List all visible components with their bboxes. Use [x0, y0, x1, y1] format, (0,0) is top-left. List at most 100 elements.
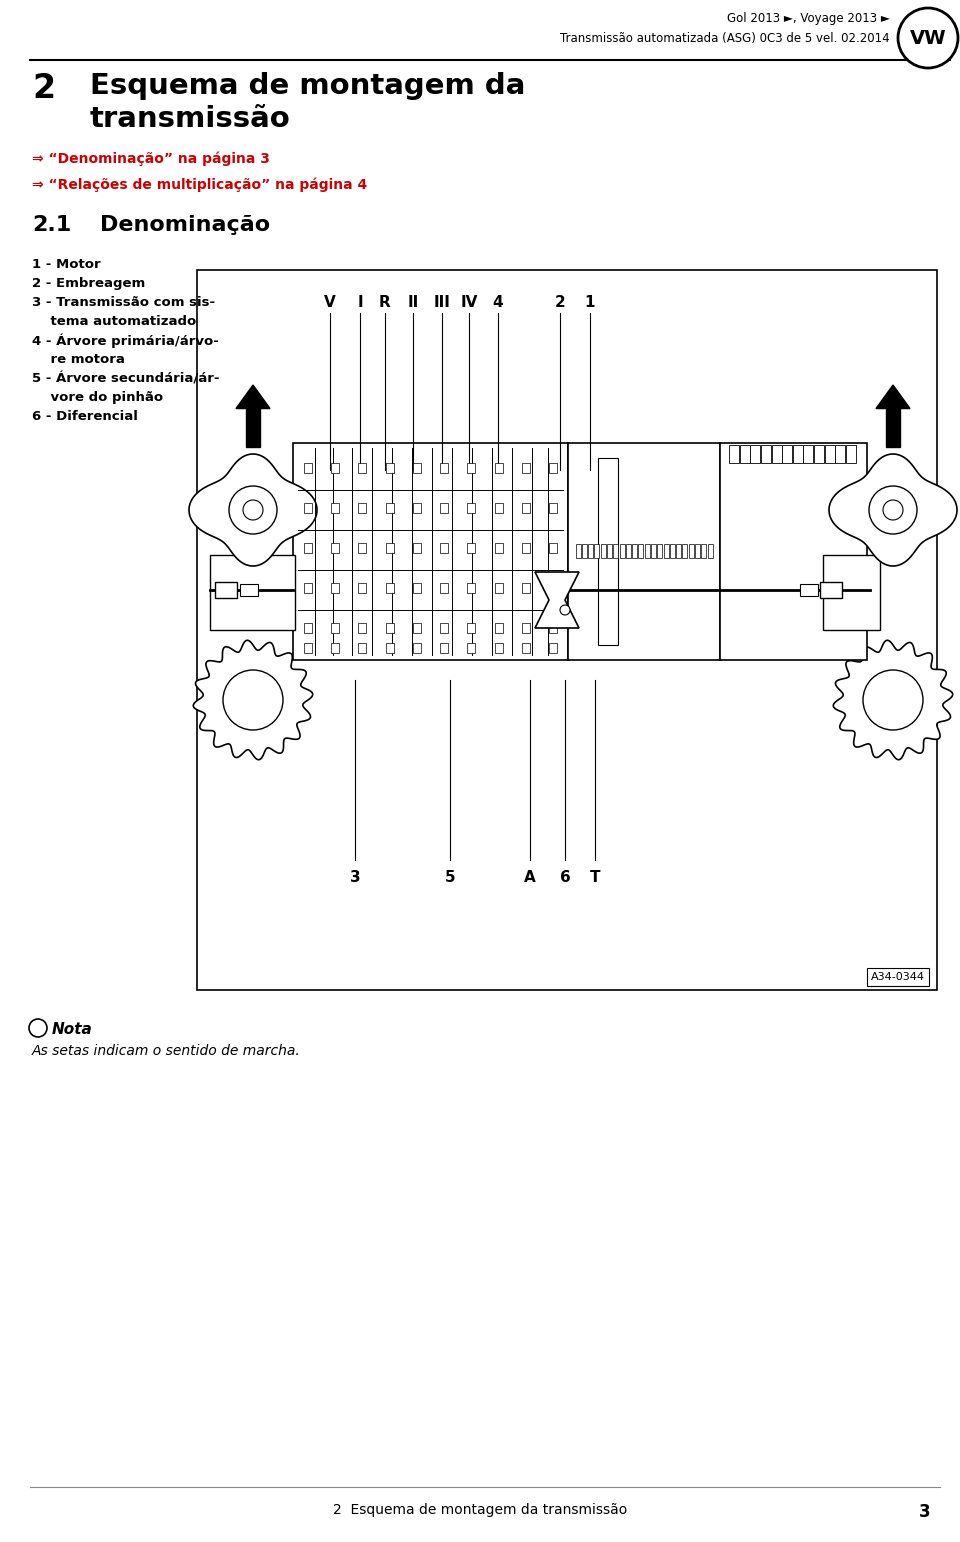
Bar: [386, 503, 394, 513]
Bar: [304, 503, 312, 513]
Bar: [304, 623, 312, 634]
Bar: [720, 443, 867, 660]
Text: 4 - Árvore primária/árvo-: 4 - Árvore primária/árvo-: [32, 335, 219, 348]
Polygon shape: [236, 386, 270, 409]
Bar: [494, 503, 502, 513]
Bar: [468, 463, 475, 473]
Bar: [386, 583, 394, 594]
Circle shape: [560, 604, 570, 615]
Bar: [440, 643, 448, 652]
Bar: [772, 446, 781, 463]
Bar: [358, 623, 367, 634]
Bar: [468, 503, 475, 513]
Bar: [304, 583, 312, 594]
Bar: [739, 446, 750, 463]
Bar: [651, 544, 656, 558]
Text: 2  Esquema de montagem da transmissão: 2 Esquema de montagem da transmissão: [333, 1503, 627, 1517]
Text: 2.1: 2.1: [32, 214, 71, 234]
Bar: [695, 544, 700, 558]
Bar: [522, 583, 530, 594]
Bar: [413, 463, 420, 473]
Text: IV: IV: [460, 295, 478, 310]
Text: ⇒ “Relações de multiplicação” na página 4: ⇒ “Relações de multiplicação” na página …: [32, 177, 368, 193]
Bar: [522, 623, 530, 634]
Text: T: T: [589, 870, 600, 885]
Polygon shape: [876, 386, 910, 409]
Bar: [293, 443, 568, 660]
Circle shape: [898, 8, 958, 68]
Bar: [440, 543, 448, 554]
Bar: [522, 543, 530, 554]
Bar: [688, 544, 694, 558]
Bar: [494, 583, 502, 594]
Bar: [386, 643, 394, 652]
Text: transmissão: transmissão: [90, 105, 291, 133]
Bar: [804, 446, 813, 463]
Text: Transmissão automatizada (ASG) 0C3 de 5 vel. 02.2014: Transmissão automatizada (ASG) 0C3 de 5 …: [561, 32, 890, 45]
Circle shape: [229, 486, 277, 534]
Text: A: A: [524, 870, 536, 885]
Text: 2 - Embreagem: 2 - Embreagem: [32, 278, 145, 290]
Text: 6 - Diferencial: 6 - Diferencial: [32, 410, 138, 423]
Bar: [670, 544, 675, 558]
Bar: [215, 581, 237, 598]
Bar: [413, 643, 420, 652]
Bar: [494, 623, 502, 634]
Bar: [468, 583, 475, 594]
Bar: [549, 623, 557, 634]
Bar: [886, 409, 900, 447]
Text: R: R: [379, 295, 391, 310]
Polygon shape: [535, 572, 579, 628]
Text: 5 - Árvore secundária/ár-: 5 - Árvore secundária/ár-: [32, 372, 220, 386]
Polygon shape: [189, 453, 317, 566]
Text: 3 - Transmissão com sis-: 3 - Transmissão com sis-: [32, 296, 215, 308]
Bar: [613, 544, 618, 558]
Bar: [331, 503, 339, 513]
Text: vore do pinhão: vore do pinhão: [32, 392, 163, 404]
Text: ⇒ “Denominação” na página 3: ⇒ “Denominação” na página 3: [32, 153, 270, 167]
Bar: [729, 446, 739, 463]
Bar: [386, 463, 394, 473]
Circle shape: [863, 671, 923, 729]
Text: i: i: [36, 1021, 40, 1035]
Bar: [549, 643, 557, 652]
Bar: [494, 643, 502, 652]
Circle shape: [883, 500, 903, 520]
Bar: [197, 270, 937, 990]
Bar: [782, 446, 792, 463]
Circle shape: [29, 1019, 47, 1038]
Bar: [522, 503, 530, 513]
Bar: [619, 544, 625, 558]
Bar: [594, 544, 599, 558]
Bar: [468, 623, 475, 634]
Bar: [601, 544, 606, 558]
Bar: [632, 544, 637, 558]
Text: VW: VW: [910, 28, 947, 48]
Bar: [793, 446, 803, 463]
Text: I: I: [357, 295, 363, 310]
Bar: [386, 543, 394, 554]
Bar: [331, 463, 339, 473]
Bar: [304, 543, 312, 554]
Bar: [331, 643, 339, 652]
Bar: [494, 543, 502, 554]
Bar: [676, 544, 681, 558]
Polygon shape: [829, 453, 957, 566]
Bar: [825, 446, 835, 463]
Bar: [800, 584, 818, 597]
Bar: [663, 544, 668, 558]
Bar: [708, 544, 712, 558]
Text: Denominação: Denominação: [100, 214, 270, 234]
Bar: [440, 463, 448, 473]
Text: II: II: [407, 295, 419, 310]
Bar: [358, 503, 367, 513]
Text: Nota: Nota: [52, 1022, 93, 1038]
Bar: [522, 463, 530, 473]
Bar: [820, 581, 842, 598]
Text: As setas indicam o sentido de marcha.: As setas indicam o sentido de marcha.: [32, 1044, 300, 1058]
Bar: [413, 543, 420, 554]
Bar: [210, 555, 295, 631]
Bar: [588, 544, 593, 558]
Bar: [413, 503, 420, 513]
Text: A34-0344: A34-0344: [871, 971, 925, 982]
